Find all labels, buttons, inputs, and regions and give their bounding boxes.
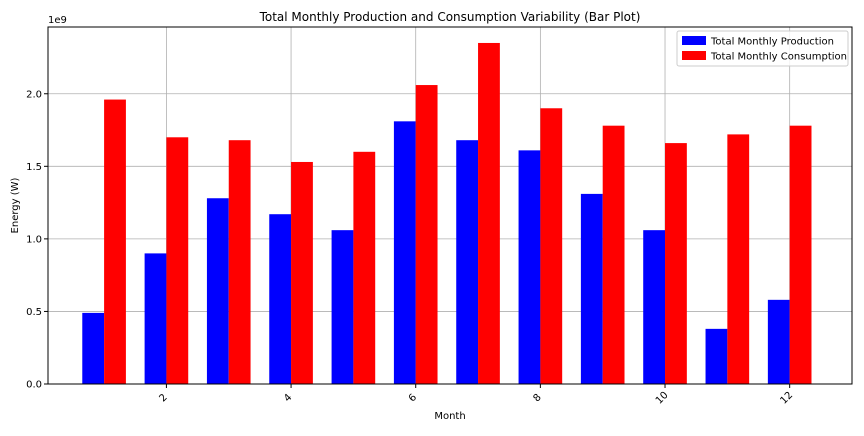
production-bar (767, 299, 790, 384)
legend-box (676, 30, 849, 67)
y-axis-offset-label: 1e9 (48, 15, 67, 26)
consumption-bar (540, 108, 563, 384)
consumption-bar (228, 140, 251, 384)
x-tick-label: 8 (531, 392, 543, 404)
production-bar (331, 230, 354, 384)
x-tick-label: 6 (407, 392, 419, 404)
legend-swatch-consumption (682, 51, 706, 60)
production-bar (580, 193, 603, 384)
y-axis-label: Energy (W) (10, 177, 21, 233)
production-bar (518, 150, 541, 384)
legend-swatch-production (682, 36, 706, 45)
consumption-bar (104, 99, 126, 384)
consumption-bar (602, 125, 625, 385)
plot-frame (47, 26, 853, 385)
consumption-bar (166, 137, 189, 384)
chart-title: Total Monthly Production and Consumption… (259, 10, 641, 24)
legend-label-consumption: Total Monthly Consumption (710, 52, 847, 63)
production-bar (643, 230, 666, 384)
production-bar (393, 121, 416, 384)
y-tick-label: 1.0 (26, 234, 42, 245)
consumption-bar (789, 125, 812, 385)
bars-layer (82, 42, 812, 385)
consumption-bar (478, 42, 500, 385)
x-tick-label: 2 (158, 392, 170, 404)
consumption-bar (665, 143, 687, 384)
consumption-bar (727, 134, 750, 384)
x-tick-label: 4 (282, 392, 294, 404)
production-bar (269, 214, 292, 384)
production-bar (82, 312, 105, 384)
production-bar (456, 140, 479, 384)
y-tick-label: 2.0 (26, 89, 42, 100)
production-bar (705, 328, 728, 384)
legend: Total Monthly Production Total Monthly Co… (676, 30, 849, 67)
consumption-bar (415, 85, 438, 385)
y-tick-label: 0.5 (26, 307, 42, 318)
production-bar (206, 198, 229, 384)
y-tick-label: 1.5 (26, 162, 42, 173)
x-tick-label: 10 (654, 390, 671, 407)
production-bar (144, 253, 167, 384)
y-tick-label: 0.0 (26, 380, 42, 391)
x-tick-label: 12 (779, 390, 796, 407)
consumption-bar (353, 151, 376, 384)
consumption-bar (291, 161, 313, 384)
legend-label-production: Total Monthly Production (710, 37, 834, 48)
x-axis-label: Month (434, 411, 465, 422)
